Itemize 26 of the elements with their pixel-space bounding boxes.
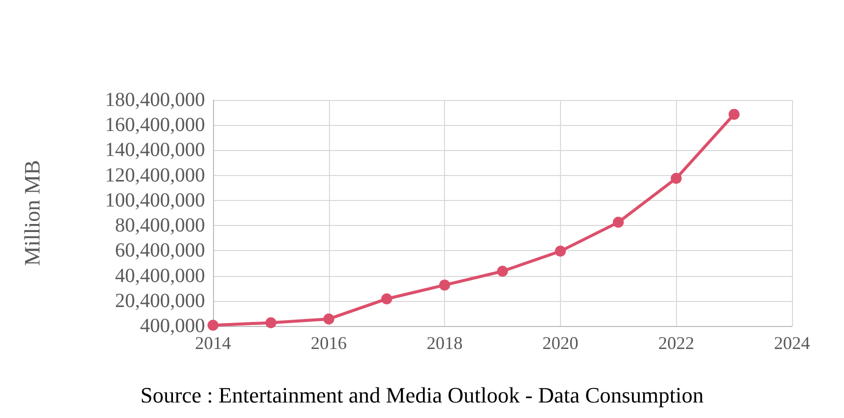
y-tick-label: 20,400,000 [115, 290, 205, 312]
x-tick-label: 2024 [774, 333, 810, 353]
x-tick-label: 2022 [658, 333, 694, 353]
y-tick-label: 140,400,000 [105, 139, 205, 162]
y-tick-label: 40,400,000 [115, 264, 205, 287]
y-tick-label: 80,400,000 [115, 214, 205, 237]
point [728, 108, 740, 120]
y-tick-label: 180,400,000 [105, 89, 205, 111]
point [554, 246, 566, 257]
point [265, 317, 276, 328]
point [323, 313, 334, 324]
point [497, 266, 508, 277]
point [439, 280, 450, 291]
x-tick-label: 2018 [426, 333, 463, 353]
y-tick-label: 160,400,000 [105, 114, 205, 136]
y-tick-label: 60,400,000 [115, 240, 205, 262]
source-note: Source : Entertainment and Media Outlook - Data Consumption [140, 382, 704, 408]
point [670, 172, 682, 184]
y-tick-label: 100,400,000 [105, 189, 205, 212]
point [612, 216, 624, 228]
y-axis-title: Million MB [20, 160, 44, 266]
point [381, 293, 392, 304]
x-tick-label: 2020 [542, 333, 578, 353]
x-tick-label: 2016 [310, 333, 347, 353]
point [208, 320, 218, 331]
y-tick-label: 120,400,000 [105, 164, 205, 186]
